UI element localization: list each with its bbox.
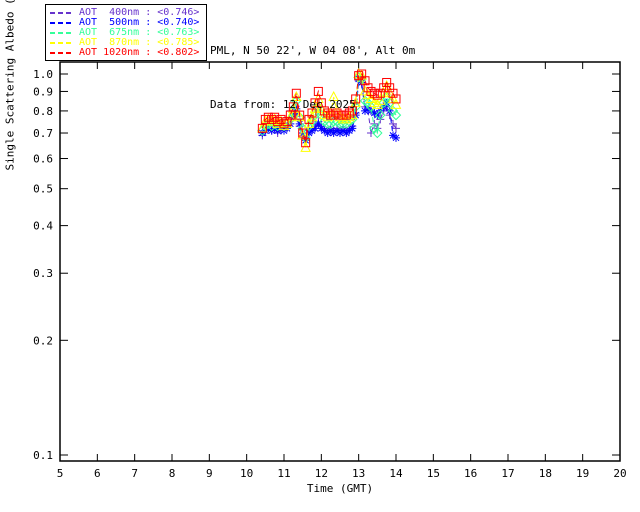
svg-text:16: 16 bbox=[464, 467, 477, 480]
svg-text:11: 11 bbox=[277, 467, 290, 480]
legend-dash-1020nm-icon bbox=[50, 52, 74, 54]
svg-text:12: 12 bbox=[315, 467, 328, 480]
legend-label-400nm: AOT 400nm : <0.746> bbox=[79, 7, 200, 18]
svg-text:0.9: 0.9 bbox=[33, 85, 53, 98]
svg-text:10: 10 bbox=[240, 467, 253, 480]
legend-row-675nm: AOT 675nm : <0.763> bbox=[50, 28, 202, 38]
svg-text:15: 15 bbox=[427, 467, 440, 480]
legend-label-870nm: AOT 870nm : <0.785> bbox=[79, 37, 200, 48]
svg-text:6: 6 bbox=[94, 467, 101, 480]
legend-dash-870nm-icon bbox=[50, 42, 74, 44]
svg-text:0.1: 0.1 bbox=[33, 449, 53, 462]
svg-text:0.4: 0.4 bbox=[33, 220, 53, 233]
svg-text:7: 7 bbox=[131, 467, 138, 480]
legend-row-400nm: AOT 400nm : <0.746> bbox=[50, 8, 202, 18]
legend-dash-675nm-icon bbox=[50, 32, 74, 34]
legend-dash-400nm-icon bbox=[50, 12, 74, 14]
legend-label-675nm: AOT 675nm : <0.763> bbox=[79, 27, 200, 38]
data-date-text: Data from: 12 Dec 2025 bbox=[210, 98, 356, 111]
svg-text:20: 20 bbox=[613, 467, 626, 480]
svg-text:9: 9 bbox=[206, 467, 213, 480]
svg-text:0.5: 0.5 bbox=[33, 183, 53, 196]
station-location-text: PML, N 50 22', W 04 08', Alt 0m bbox=[210, 44, 416, 57]
svg-text:13: 13 bbox=[352, 467, 365, 480]
legend-row-1020nm: AOT 1020nm : <0.802> bbox=[50, 48, 202, 58]
svg-text:19: 19 bbox=[576, 467, 589, 480]
legend-box: AOT 400nm : <0.746> AOT 500nm : <0.740> … bbox=[45, 4, 207, 61]
svg-text:0.6: 0.6 bbox=[33, 153, 53, 166]
legend-label-1020nm: AOT 1020nm : <0.802> bbox=[79, 47, 200, 58]
svg-text:18: 18 bbox=[539, 467, 552, 480]
svg-text:1.0: 1.0 bbox=[33, 68, 53, 81]
svg-text:0.3: 0.3 bbox=[33, 267, 53, 280]
y-axis-title: Single Scattering Albedo (ω~) bbox=[3, 0, 17, 171]
legend-row-500nm: AOT 500nm : <0.740> bbox=[50, 18, 202, 28]
svg-text:Time (GMT): Time (GMT) bbox=[307, 482, 373, 495]
svg-text:0.8: 0.8 bbox=[33, 105, 53, 118]
svg-text:17: 17 bbox=[501, 467, 514, 480]
legend-label-500nm: AOT 500nm : <0.740> bbox=[79, 17, 200, 28]
svg-text:14: 14 bbox=[389, 467, 403, 480]
svg-text:5: 5 bbox=[57, 467, 64, 480]
legend-dash-500nm-icon bbox=[50, 22, 74, 24]
svg-text:8: 8 bbox=[169, 467, 176, 480]
svg-text:0.2: 0.2 bbox=[33, 334, 53, 347]
svg-text:0.7: 0.7 bbox=[33, 127, 53, 140]
legend-row-870nm: AOT 870nm : <0.785> bbox=[50, 38, 202, 48]
header-block: PML, N 50 22', W 04 08', Alt 0m Data fro… bbox=[210, 6, 415, 150]
